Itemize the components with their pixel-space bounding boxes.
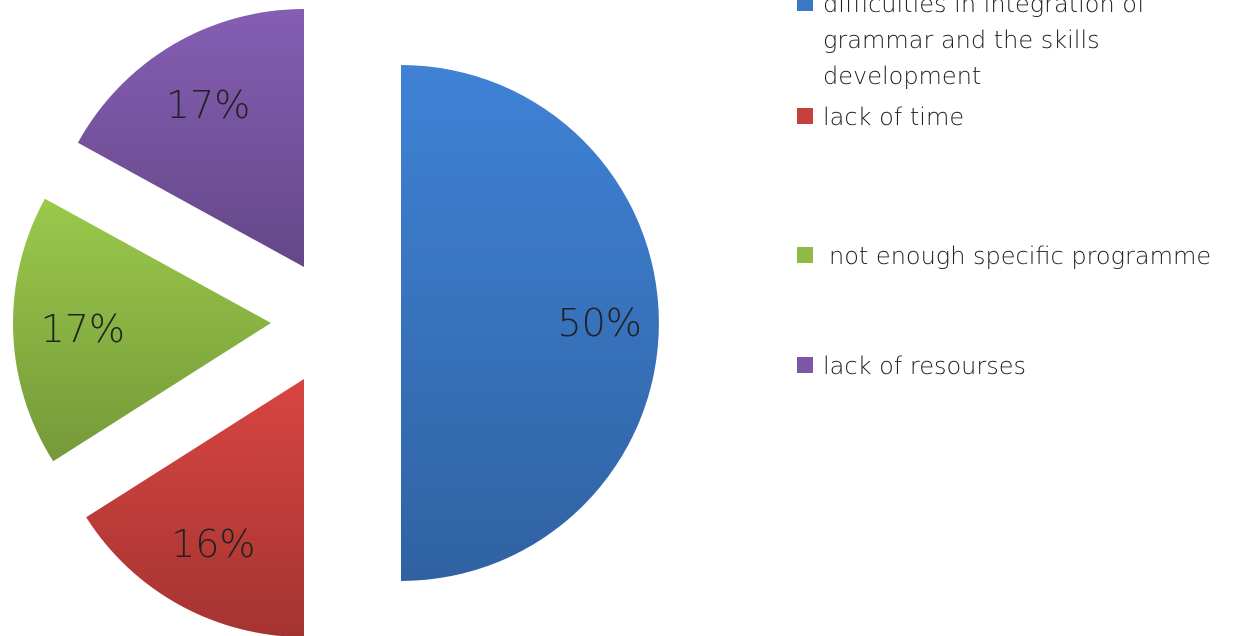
legend-item-difficulties: difficulties in integration of grammar a… bbox=[797, 0, 1163, 94]
legend-swatch-red bbox=[797, 108, 813, 124]
label-difficulties: 50% bbox=[557, 301, 641, 345]
slice-lack-of-time bbox=[86, 379, 304, 636]
pie-slices bbox=[12, 9, 659, 636]
legend-label: lack of resourses bbox=[823, 352, 1027, 380]
slice-difficulties bbox=[401, 65, 659, 581]
pie-labels: 50% 16% 17% 17% bbox=[41, 83, 642, 566]
label-programme: 17% bbox=[41, 307, 125, 351]
slice-programme bbox=[12, 198, 272, 462]
slice-resourses bbox=[77, 9, 304, 267]
label-lack-of-time: 16% bbox=[171, 522, 255, 566]
label-resourses: 17% bbox=[166, 83, 250, 127]
legend-swatch-purple bbox=[797, 357, 813, 373]
legend-label: not enough specific programme bbox=[829, 242, 1212, 270]
legend-swatch-green bbox=[797, 247, 813, 263]
legend-swatch-blue bbox=[797, 0, 813, 11]
legend-item-resourses: lack of resourses bbox=[797, 348, 1026, 384]
legend-item-lack-of-time: lack of time bbox=[797, 99, 964, 135]
legend-item-programme: not enough specific programme bbox=[797, 238, 1211, 274]
legend-label: lack of time bbox=[823, 103, 965, 131]
legend-label: difficulties in integration of grammar a… bbox=[823, 0, 1146, 90]
